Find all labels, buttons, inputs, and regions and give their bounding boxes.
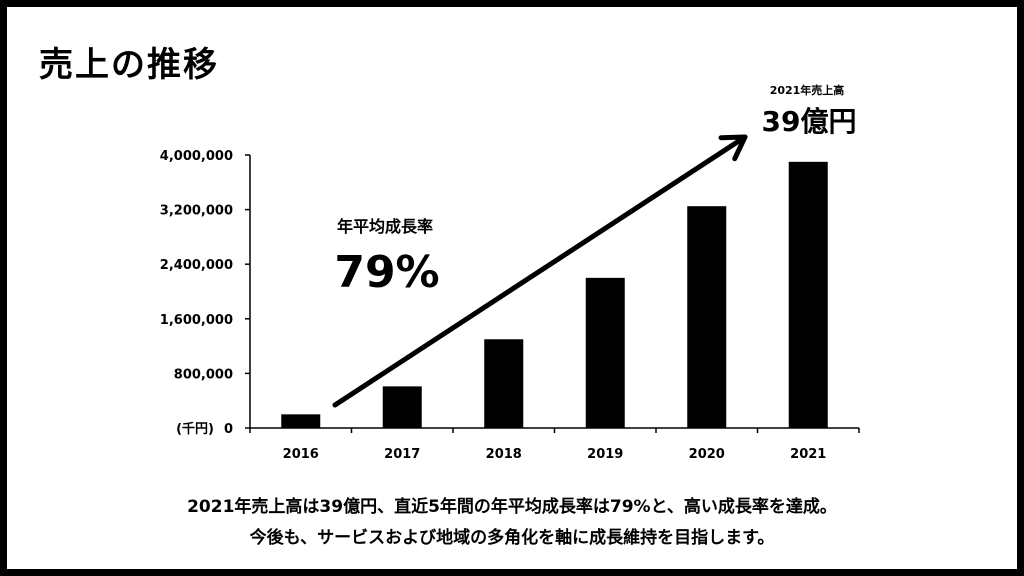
x-tick-label: 2018 bbox=[486, 447, 522, 462]
slide-title: 売上の推移 bbox=[39, 45, 219, 85]
total-label: 2021年売上高 bbox=[770, 83, 845, 97]
bar-2021 bbox=[788, 161, 828, 428]
y-tick-label: 1,600,000 bbox=[160, 313, 233, 328]
bar-2018 bbox=[484, 339, 524, 428]
x-tick-label: 2020 bbox=[689, 447, 725, 462]
y-tick-label: 4,000,000 bbox=[160, 149, 233, 164]
sales-bar-chart: 0 800,000 1,600,000 2,400,000 3,200,000 4,000… bbox=[160, 83, 860, 462]
cagr-value: 79% bbox=[334, 247, 439, 298]
caption-line-2: 今後も、サービスおよび地域の多角化を軸に成長維持を目指します。 bbox=[249, 528, 775, 548]
bar-2017 bbox=[382, 386, 422, 428]
x-tick-label: 2021 bbox=[790, 447, 826, 462]
y-unit-label: (千円) bbox=[176, 421, 214, 437]
bar-2020 bbox=[687, 206, 727, 428]
slide: 売上の推移 0 800,000 1,600,000 2,400,000 3,200,00… bbox=[7, 7, 1017, 569]
x-tick-label: 2019 bbox=[587, 447, 623, 462]
x-tick-label: 2017 bbox=[384, 447, 420, 462]
caption-line-1: 2021年売上高は39億円、直近5年間の年平均成長率は79%と、高い成長率を達成… bbox=[187, 497, 837, 517]
y-tick-label: 0 bbox=[224, 422, 233, 437]
bar-2019 bbox=[585, 277, 625, 428]
bar-2016 bbox=[281, 414, 321, 428]
trend-arrow-line bbox=[332, 134, 748, 408]
y-tick-label: 3,200,000 bbox=[160, 204, 233, 219]
y-tick-label: 800,000 bbox=[174, 367, 233, 382]
y-tick-label: 2,400,000 bbox=[160, 258, 233, 273]
trend-arrow-head bbox=[718, 134, 748, 162]
x-tick-label: 2016 bbox=[283, 447, 319, 462]
total-value: 39億円 bbox=[762, 105, 857, 138]
cagr-label: 年平均成長率 bbox=[337, 217, 433, 236]
